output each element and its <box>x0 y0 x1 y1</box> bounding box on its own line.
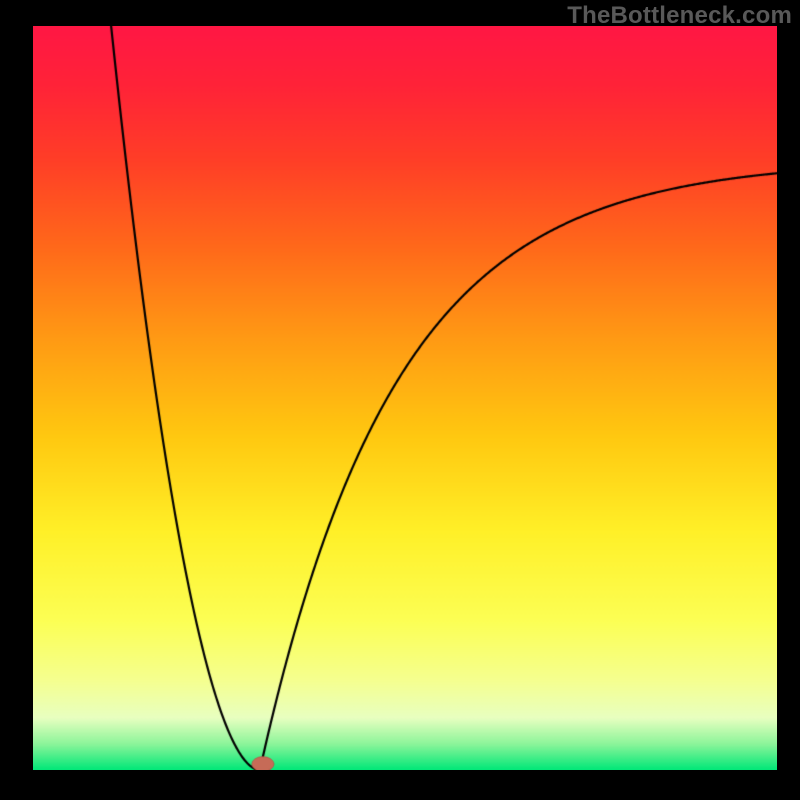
plot-area <box>33 26 777 770</box>
chart-container: TheBottleneck.com <box>0 0 800 800</box>
chart-canvas <box>33 26 777 770</box>
